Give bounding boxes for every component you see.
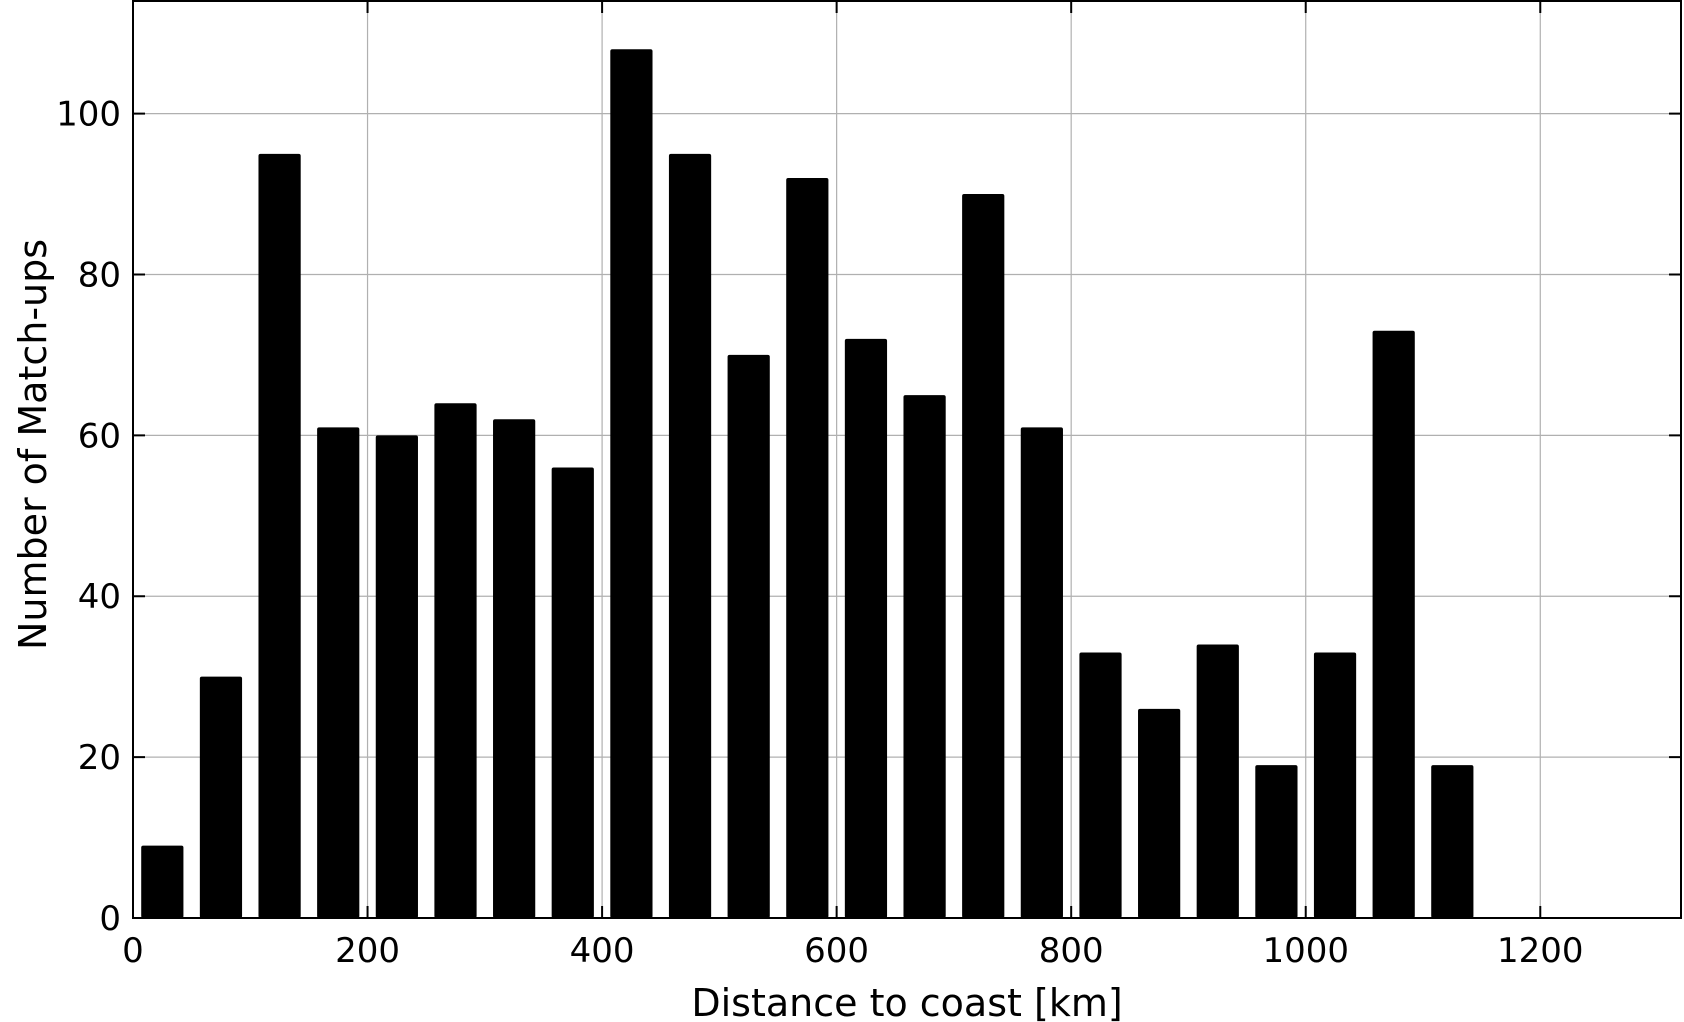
x-tick-label: 800 [1039, 931, 1104, 971]
x-axis-label: Distance to coast [km] [691, 981, 1122, 1022]
x-tick-label: 600 [804, 931, 869, 971]
x-tick-label: 1200 [1497, 931, 1584, 971]
x-tick-label: 0 [122, 931, 144, 971]
y-tick-label: 60 [78, 416, 121, 456]
x-tick-labels: 0 200 400 600 800 1000 1200 [122, 931, 1583, 971]
bar [610, 49, 653, 918]
y-tick-label: 40 [78, 577, 121, 617]
bar [903, 395, 946, 918]
bar [786, 177, 829, 918]
bar [1020, 427, 1063, 918]
bar [1431, 765, 1474, 918]
bar [141, 845, 184, 918]
bar [258, 153, 301, 919]
y-tick-label: 20 [78, 738, 121, 778]
bar [1372, 330, 1415, 919]
bar [727, 354, 770, 918]
y-tick-label: 80 [78, 255, 121, 295]
bars [141, 49, 1474, 919]
bar [668, 153, 712, 919]
bar [1138, 708, 1181, 918]
y-axis-label: Number of Match-ups [11, 239, 55, 650]
x-tick-label: 400 [570, 931, 635, 971]
bar [844, 338, 888, 918]
bar [551, 467, 594, 918]
y-tick-label: 100 [56, 95, 121, 135]
x-tick-label: 1000 [1262, 931, 1349, 971]
bar [1196, 644, 1239, 918]
bar [493, 419, 536, 918]
bar [962, 194, 1005, 919]
bar [317, 427, 360, 918]
bar [1079, 652, 1122, 918]
x-tick-label: 200 [335, 931, 400, 971]
y-tick-label: 0 [99, 899, 121, 939]
bar [375, 435, 418, 918]
y-tick-labels: 0 20 40 60 80 100 [56, 95, 121, 939]
bar [1255, 765, 1298, 918]
axis-ticks [132, 1, 1681, 919]
bar [199, 676, 243, 918]
plot-frame [132, 0, 1682, 919]
bar [1313, 652, 1357, 918]
bar [434, 403, 477, 918]
